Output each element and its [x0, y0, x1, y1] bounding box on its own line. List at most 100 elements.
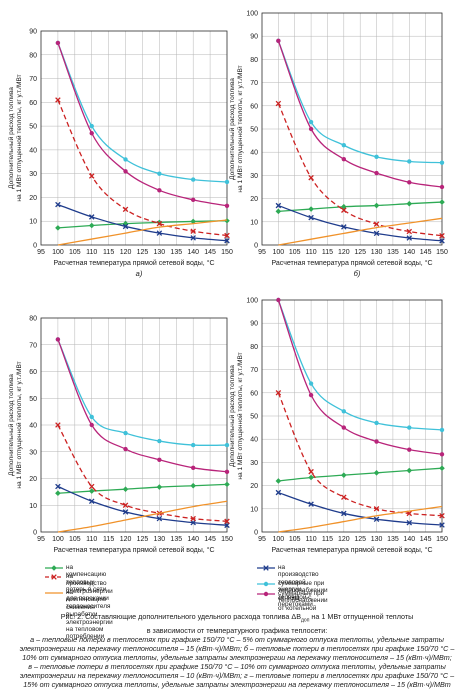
legend-label-line: на производство тепловой энергии, — [278, 564, 319, 594]
chart-panel-4: 0 10 20 30 40 50 60 70 80 90 100 95 100 105 110 115 120 1… — [228, 297, 448, 555]
data-point — [123, 169, 128, 174]
caption-line: 15% от суммарного отпуска теплоты, удель… — [23, 680, 451, 690]
x-tick-label: 100 — [52, 249, 64, 256]
y-tick-label: 80 — [250, 57, 258, 64]
series-line — [57, 219, 228, 246]
data-point — [341, 143, 347, 148]
legend-label: на производство тепловой энергии, теряемо… — [278, 564, 319, 608]
x-tick-label: 95 — [37, 536, 45, 543]
y-tick-label: 60 — [29, 369, 37, 376]
series-line — [278, 201, 443, 213]
data-point — [190, 515, 196, 522]
y-axis-label: Дополнительный расход топлива — [228, 78, 236, 180]
x-axis-label: Расчетная температура прямой сетевой вод… — [53, 259, 214, 267]
x-tick-label: 125 — [354, 249, 366, 256]
data-point — [88, 214, 95, 220]
series-line — [57, 424, 228, 522]
data-point — [276, 297, 281, 303]
data-point — [341, 207, 347, 213]
data-point — [276, 38, 281, 44]
data-point — [308, 214, 314, 221]
data-point — [373, 202, 380, 209]
y-tick-label: 10 — [250, 219, 258, 226]
y-tick-label: 50 — [29, 396, 37, 403]
data-point — [439, 238, 445, 244]
data-point — [89, 131, 94, 136]
x-tick-label: 95 — [37, 249, 45, 256]
legend-label: на компенсацию тепловых потерь в сети — [66, 564, 106, 594]
data-point — [88, 222, 95, 229]
data-point — [308, 468, 314, 475]
plot-frame — [40, 317, 228, 533]
legend-swatch — [45, 565, 63, 571]
data-point — [374, 154, 379, 160]
caption-title-end: на 1 МВт отпущенной теплоты — [309, 612, 414, 621]
data-point — [89, 123, 94, 129]
series-line — [278, 217, 443, 246]
x-tick-label: 135 — [387, 536, 399, 543]
legend-label-line: суммарные при теплоснабжении от котельно… — [278, 590, 328, 612]
y-tick-label: 0 — [33, 530, 37, 537]
legend-label-line: теплоносителя — [66, 602, 111, 610]
y-tick-label: 10 — [29, 503, 37, 510]
caption-title: Рис. 2. Составляющие дополнительного уде… — [60, 612, 302, 621]
data-point — [55, 225, 61, 231]
data-point — [439, 513, 445, 519]
x-tick-label: 135 — [387, 249, 399, 256]
data-point — [88, 483, 95, 490]
figure-caption: Рис. 2. Составляющие дополнительного уде… — [0, 612, 474, 689]
series-line — [57, 220, 228, 229]
data-point — [156, 515, 163, 522]
plot-frame — [261, 299, 443, 533]
x-tick-label: 140 — [403, 249, 415, 256]
y-tick-label: 20 — [29, 195, 37, 202]
y-tick-label: 50 — [29, 124, 37, 131]
legend-swatch-marker — [51, 565, 57, 571]
y-tick-label: 90 — [250, 321, 258, 328]
data-point — [406, 228, 413, 235]
data-point — [373, 516, 380, 522]
y-tick-label: 10 — [250, 506, 258, 513]
y-tick-label: 70 — [29, 76, 37, 83]
x-tick-label: 125 — [137, 536, 149, 543]
x-tick-label: 100 — [52, 536, 64, 543]
legend-swatch-marker — [263, 565, 269, 571]
x-tick-label: 110 — [306, 249, 317, 256]
y-tick-label: 100 — [246, 298, 258, 305]
y-axis-label: на 1 МВт отпущенной теплоты, кг у.т./МВт — [236, 65, 244, 192]
legend-swatch — [257, 591, 275, 597]
legend-label-line: на производство электроэнергии для перек… — [66, 573, 113, 603]
data-point — [224, 237, 230, 244]
x-tick-label: 95 — [258, 249, 266, 256]
data-point — [89, 414, 94, 420]
data-point — [190, 235, 196, 241]
y-axis-label: на 1 МВт отпущенной теплоты, кг у.т./МВт — [236, 352, 244, 479]
data-point — [55, 201, 61, 208]
panel-title: б) — [354, 269, 361, 278]
y-tick-label: 90 — [250, 34, 258, 41]
legend-label-line: суммарные при теплоснабжении от ТЭЦ — [278, 580, 328, 602]
data-point — [308, 501, 314, 507]
series-line — [57, 99, 228, 237]
data-point — [123, 157, 128, 162]
y-axis-label: Дополнительный расход топлива — [7, 87, 15, 189]
legend-label-line: на тепловом потреблении — [66, 626, 105, 641]
data-point — [341, 510, 347, 517]
data-point — [341, 494, 347, 500]
x-tick-label: 125 — [137, 249, 149, 256]
data-point — [157, 438, 162, 444]
x-tick-label: 140 — [187, 536, 199, 543]
caption-line: электроэнергии на перекачку теплоносител… — [19, 671, 455, 680]
data-point — [190, 465, 196, 470]
data-point — [308, 474, 314, 481]
x-axis-label: Расчетная температура прямой сетевой вод… — [271, 546, 432, 554]
y-tick-label: 70 — [250, 367, 258, 374]
x-tick-label: 130 — [371, 536, 383, 543]
data-point — [308, 126, 314, 132]
data-point — [122, 486, 129, 492]
legend-label: суммарные при теплоснабжении от ТЭЦ — [278, 580, 328, 602]
legend-label-line: на компенсацию тепловых потерь в сети — [66, 564, 107, 594]
caption-line: а – тепловые потери в теплосетях при гра… — [30, 634, 444, 644]
x-tick-label: 100 — [273, 536, 285, 543]
data-point — [308, 381, 314, 386]
